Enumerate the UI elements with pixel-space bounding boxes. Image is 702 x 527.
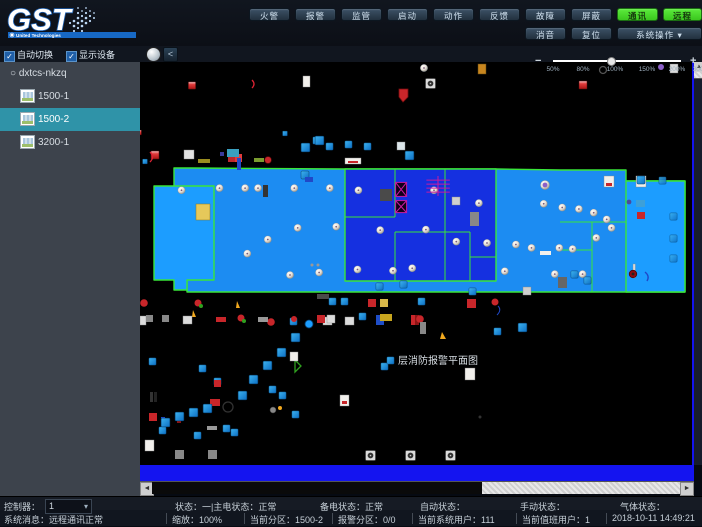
svg-text:United Technologies: United Technologies [16, 33, 61, 38]
svg-text:层消防报警平面图: 层消防报警平面图 [398, 354, 478, 367]
